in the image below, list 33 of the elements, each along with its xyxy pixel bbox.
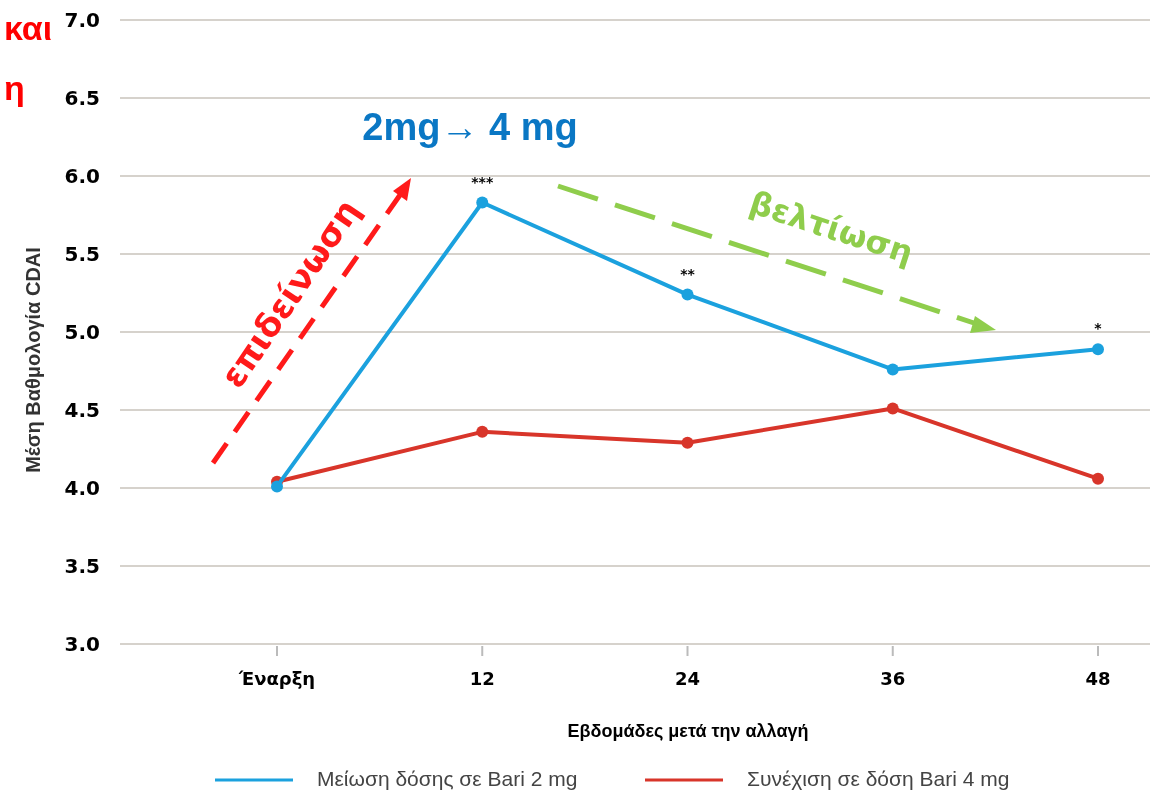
- y-tick-label: 4.5: [64, 398, 100, 422]
- y-tick-label: 5.0: [64, 320, 100, 344]
- annotation: ***: [471, 173, 494, 190]
- x-tick-label: 12: [469, 668, 495, 689]
- y-tick-label: 4.0: [64, 476, 100, 500]
- point: [1092, 472, 1104, 485]
- annotation: **: [680, 265, 696, 282]
- text: η: [4, 69, 25, 107]
- x-tick-label: 24: [674, 668, 701, 689]
- point: [886, 363, 899, 376]
- x-axis-title: Εβδομάδες μετά την αλλαγή: [567, 721, 809, 741]
- legend-label: Συνέχιση σε δόση Bari 4 mg: [747, 767, 1010, 790]
- legend-label: Μείωση δόσης σε Bari 2 mg: [317, 767, 578, 790]
- annotation: *: [1094, 320, 1103, 337]
- y-tick-label: 7.0: [64, 8, 100, 32]
- y-axis-title: Μέση Βαθμολογία CDAI: [22, 247, 44, 473]
- point: [681, 288, 694, 301]
- y-tick-label: 3.5: [64, 554, 100, 578]
- point: [271, 480, 283, 493]
- y-tick-label: 5.5: [64, 242, 100, 266]
- y-tick-label: 6.0: [64, 164, 100, 188]
- point: [1092, 343, 1104, 356]
- point: [476, 196, 489, 209]
- point: [476, 425, 489, 438]
- text: και: [4, 9, 53, 47]
- x-tick-label: Έναρξη: [237, 668, 316, 689]
- point: [886, 402, 899, 415]
- point: [681, 436, 694, 449]
- y-tick-label: 3.0: [64, 632, 100, 656]
- annotation: 2mg→ 4 mg: [362, 106, 578, 148]
- x-tick-label: 48: [1085, 668, 1111, 689]
- y-tick-label: 6.5: [64, 86, 100, 110]
- x-tick-label: 36: [880, 668, 906, 689]
